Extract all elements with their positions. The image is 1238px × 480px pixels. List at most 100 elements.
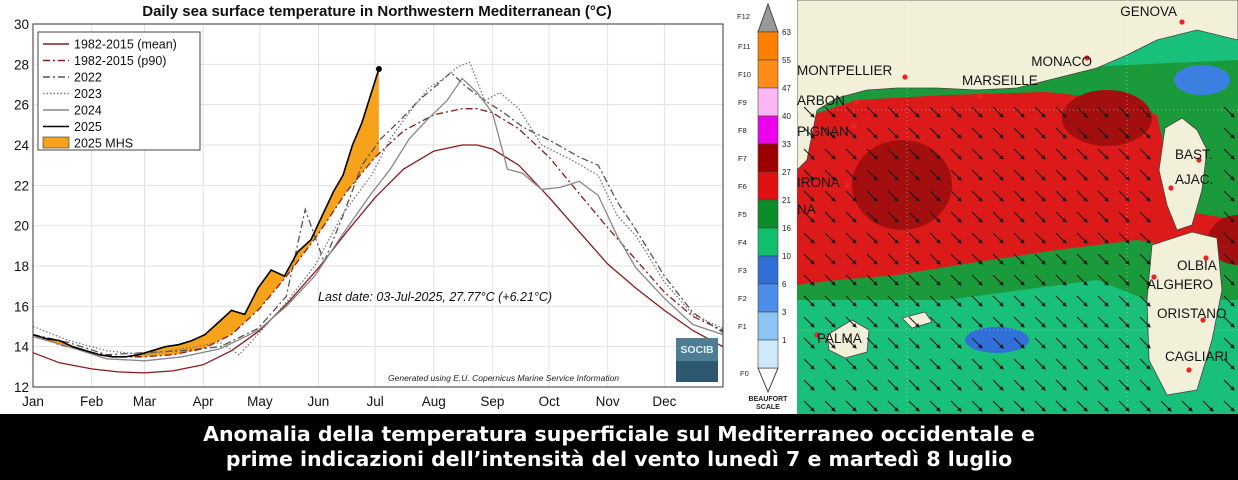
y-tick-label: 26	[14, 98, 29, 113]
scale-force-label: F10	[738, 70, 751, 79]
scale-block	[757, 115, 779, 145]
scale-speed-label: 1	[782, 336, 787, 345]
scale-force-label: F9	[738, 98, 747, 107]
x-tick-label: Oct	[539, 394, 560, 409]
city-dot	[1200, 317, 1206, 323]
y-tick-label: 30	[14, 17, 29, 32]
caption-banner: Anomalia della temperatura superficiale …	[0, 414, 1238, 480]
city-label: PALMA	[817, 331, 862, 346]
socib-logo: SOCIB	[676, 338, 718, 382]
copernicus-credit: Generated using E.U. Copernicus Marine S…	[388, 373, 619, 383]
sst-chart: Daily sea surface temperature in Northwe…	[14, 3, 724, 409]
scale-block	[757, 339, 779, 369]
wind-core-east	[1062, 90, 1152, 146]
scale-block	[757, 31, 779, 61]
legend-label: 2023	[74, 87, 102, 101]
city-label: ORISTANO	[1157, 306, 1227, 321]
x-tick-label: Nov	[596, 394, 620, 409]
scale-bottom-arrow	[757, 367, 779, 394]
scale-top-arrow	[757, 2, 779, 33]
scale-speed-label: 16	[782, 224, 791, 233]
last-date-annotation: Last date: 03-Jul-2025, 27.77°C (+6.21°C…	[318, 290, 552, 304]
series-line-1982-2015-mean-	[32, 144, 724, 374]
caption-line-2: prime indicazioni dell’intensità del ven…	[225, 447, 1013, 471]
x-tick-label: Mar	[133, 394, 157, 409]
city-label: OLBIA	[1177, 258, 1217, 273]
series-line-2023	[32, 61, 724, 356]
city-label: NA	[797, 202, 816, 217]
scale-force-label: F11	[738, 42, 750, 51]
calm-spot-coast	[1174, 65, 1230, 95]
city-label: ARBON	[797, 93, 845, 108]
city-dot	[851, 123, 857, 129]
series-line-2025	[32, 68, 380, 358]
x-tick-label: Apr	[193, 394, 215, 409]
scale-block	[757, 143, 779, 173]
x-tick-label: Jan	[22, 394, 44, 409]
legend-label: 2024	[74, 104, 102, 118]
scale-block	[757, 59, 779, 89]
wind-core-west	[852, 140, 952, 230]
city-dot	[844, 182, 850, 188]
x-tick-label: Jul	[367, 394, 384, 409]
y-tick-label: 18	[14, 259, 29, 274]
city-label: GENOVA	[1120, 4, 1177, 19]
caption-line-1: Anomalia della temperatura superficiale …	[203, 422, 1035, 446]
scale-top-label: F12	[737, 12, 750, 21]
city-dot	[1179, 19, 1185, 25]
plot-frame	[32, 23, 724, 388]
x-tick-label: Jun	[308, 394, 330, 409]
land-corsica	[1158, 117, 1208, 231]
scale-block	[757, 171, 779, 201]
legend-label: 2022	[74, 71, 102, 85]
svg-text:SOCIB: SOCIB	[680, 344, 714, 356]
land-mainland	[797, 0, 1238, 171]
x-tick-label: Feb	[80, 394, 103, 409]
x-tick-label: May	[247, 394, 273, 409]
last-point-marker	[375, 65, 382, 72]
sst-chart-panel: Daily sea surface temperature in Northwe…	[0, 0, 735, 414]
scale-block	[757, 283, 779, 313]
city-dot	[902, 74, 908, 80]
city-dot	[1203, 255, 1209, 261]
city-label: MARSEILLE	[962, 73, 1038, 88]
scale-speed-label: 27	[782, 168, 791, 177]
scale-force-label: F3	[738, 266, 747, 275]
city-label: PIGNAN	[797, 124, 849, 139]
city-label: MONACO	[1031, 54, 1092, 69]
city-dot	[1151, 274, 1157, 280]
scale-force-label: F2	[738, 294, 747, 303]
scale-speed-label: 21	[782, 196, 791, 205]
city-label: ALGHERO	[1147, 277, 1213, 292]
y-tick-label: 22	[14, 178, 29, 193]
chart-title: Daily sea surface temperature in Northwe…	[142, 3, 611, 20]
y-tick-label: 24	[14, 138, 30, 153]
city-dot	[1196, 157, 1202, 163]
city-dot	[1168, 185, 1174, 191]
x-tick-label: Dec	[652, 394, 676, 409]
series-line-2024	[32, 77, 724, 362]
y-tick-label: 20	[14, 219, 29, 234]
city-dot	[1084, 55, 1090, 61]
y-tick-label: 16	[14, 299, 29, 314]
x-tick-label: Sep	[480, 394, 504, 409]
city-label: BAST.	[1175, 147, 1213, 162]
scale-speed-label: 63	[782, 28, 791, 37]
scale-speed-label: 33	[782, 140, 791, 149]
scale-speed-label: 10	[782, 252, 791, 261]
legend-label: 1982-2015 (mean)	[74, 38, 177, 52]
legend-label: 1982-2015 (p90)	[74, 54, 166, 68]
legend-label: 2025 MHS	[74, 137, 133, 151]
scale-force-label: F7	[738, 154, 747, 163]
x-tick-label: Aug	[422, 394, 446, 409]
land-mallorca	[826, 319, 870, 359]
scale-block	[757, 255, 779, 285]
scale-speed-label: 40	[782, 112, 791, 121]
scale-bottom-label: F0	[740, 369, 749, 378]
city-dot	[854, 99, 860, 105]
city-label: AJAC.	[1175, 172, 1213, 187]
scale-title: BEAUFORT SCALE	[749, 396, 789, 411]
scale-force-label: F6	[738, 182, 747, 191]
y-tick-label: 28	[14, 57, 29, 72]
legend-label: 2025	[74, 120, 102, 134]
